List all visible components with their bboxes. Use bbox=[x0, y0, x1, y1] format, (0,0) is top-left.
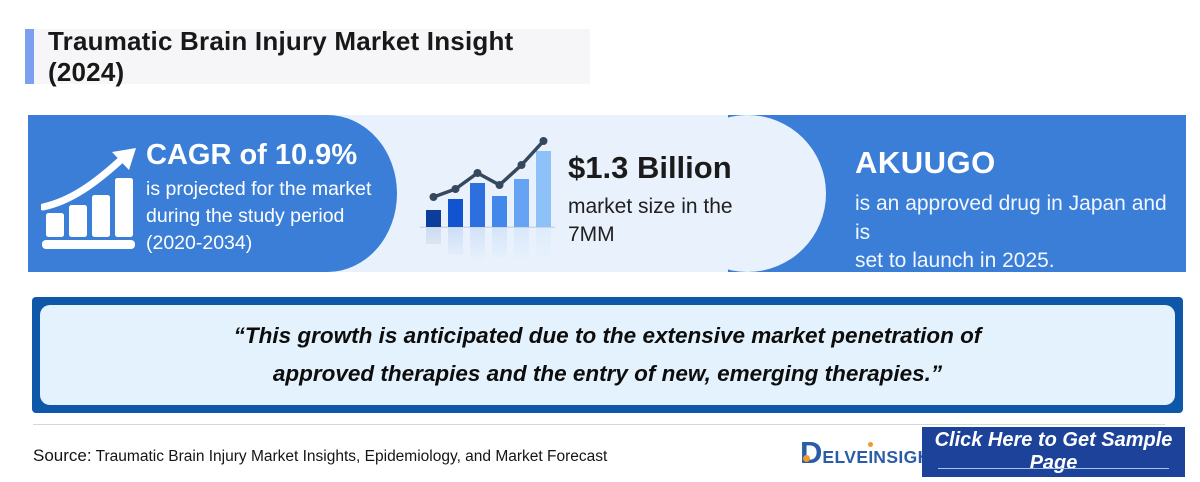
growth-bar-chart-arrow-icon bbox=[41, 148, 136, 249]
cagr-line2: during the study period bbox=[146, 205, 345, 227]
cagr-line1: is projected for the market bbox=[146, 178, 372, 200]
drug-line2: set to launch in 2025. bbox=[855, 249, 1055, 272]
bar-line-chart-icon bbox=[420, 137, 555, 262]
logo-part1: ELVE bbox=[822, 447, 869, 467]
logo-letter-d: D bbox=[800, 435, 823, 470]
cagr-line3: (2020-2034) bbox=[146, 232, 253, 254]
drug-line1: is an approved drug in Japan and is bbox=[855, 192, 1167, 244]
market-size-line2: 7MM bbox=[568, 223, 615, 246]
insight-banner: CAGR of 10.9% is projected for the marke… bbox=[28, 115, 1186, 272]
get-sample-page-button[interactable]: Click Here to Get Sample Page bbox=[922, 427, 1185, 477]
drug-block: AKUUGO is an approved drug in Japan and … bbox=[855, 143, 1175, 272]
quote-box: “This growth is anticipated due to the e… bbox=[32, 297, 1183, 413]
market-size-headline: $1.3 Billion bbox=[568, 150, 732, 185]
logo-d-dot-icon bbox=[803, 455, 810, 462]
drug-headline: AKUUGO bbox=[855, 145, 996, 180]
source-text: Traumatic Brain Injury Market Insights, … bbox=[91, 448, 608, 465]
logo-i-dot-icon bbox=[868, 442, 874, 447]
quote-line2: approved therapies and the entry of new,… bbox=[272, 361, 943, 386]
market-size-block: $1.3 Billion market size in the 7MM bbox=[568, 148, 733, 249]
market-size-line1: market size in the bbox=[568, 195, 733, 218]
source-line: Source: Traumatic Brain Injury Market In… bbox=[33, 446, 607, 466]
logo-letter-i: I bbox=[868, 442, 874, 468]
cagr-block: CAGR of 10.9% is projected for the marke… bbox=[146, 137, 396, 257]
quote-inner: “This growth is anticipated due to the e… bbox=[40, 305, 1175, 405]
cta-underline bbox=[938, 468, 1169, 469]
page-title: Traumatic Brain Injury Market Insight (2… bbox=[48, 25, 514, 87]
banner-curve-divider bbox=[669, 115, 826, 272]
delveinsight-logo: D ELVE I NSIGHT bbox=[800, 435, 942, 470]
quote-line1: “This growth is anticipated due to the e… bbox=[233, 323, 982, 348]
source-label: Source: bbox=[33, 446, 92, 465]
page-title-bar: Traumatic Brain Injury Market Insight (2… bbox=[25, 26, 590, 87]
cagr-headline: CAGR of 10.9% bbox=[146, 139, 358, 171]
footer-divider bbox=[33, 424, 1165, 425]
